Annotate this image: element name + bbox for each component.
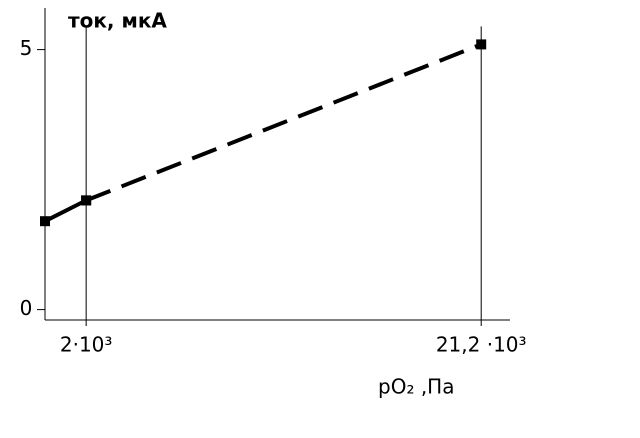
line — [44, 198, 88, 223]
point — [40, 216, 50, 227]
y-tick-label: 5 — [20, 36, 33, 60]
point — [476, 39, 487, 50]
y-tick-label: 0 — [20, 296, 33, 320]
x-axis-label: pO₂ ,Па — [378, 375, 454, 399]
point — [81, 195, 92, 206]
x-tick-label: 21,2 ·10³ — [436, 333, 527, 357]
line — [85, 42, 482, 203]
x-tick-label: 2·10³ — [60, 333, 113, 357]
y-axis-label: ток, мкА — [68, 9, 167, 33]
